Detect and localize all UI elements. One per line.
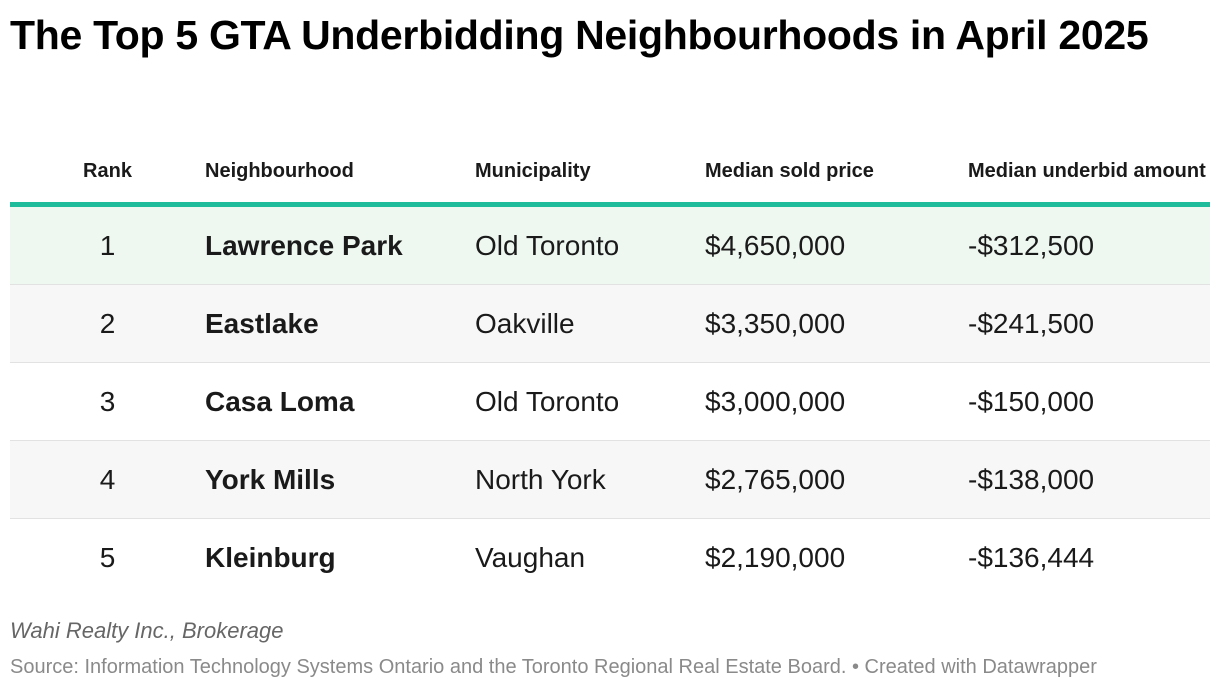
cell-median-underbid-amount: -$241,500 [968,284,1210,363]
column-header-median-underbid-amount[interactable]: Median underbid amount [968,110,1210,207]
cell-median-sold-price: $3,000,000 [705,362,968,441]
table-row: 2 Eastlake Oakville $3,350,000 -$241,500 [10,284,1210,363]
cell-median-sold-price: $3,350,000 [705,284,968,363]
cell-neighbourhood: Kleinburg [205,518,475,596]
cell-rank: 4 [10,440,205,519]
cell-rank: 2 [10,284,205,363]
table-row: 3 Casa Loma Old Toronto $3,000,000 -$150… [10,362,1210,441]
cell-median-sold-price: $2,190,000 [705,518,968,596]
cell-rank: 1 [10,204,205,285]
cell-municipality: Old Toronto [475,362,705,441]
cell-municipality: Vaughan [475,518,705,596]
cell-median-underbid-amount: -$312,500 [968,204,1210,285]
cell-median-sold-price: $4,650,000 [705,204,968,285]
column-header-municipality[interactable]: Municipality [475,110,705,207]
table-row: 4 York Mills North York $2,765,000 -$138… [10,440,1210,519]
footer-source: Source: Information Technology Systems O… [10,656,1097,678]
cell-rank: 5 [10,518,205,596]
cell-median-sold-price: $2,765,000 [705,440,968,519]
footer-brand: Wahi Realty Inc., Brokerage [10,618,284,643]
cell-neighbourhood: York Mills [205,440,475,519]
cell-median-underbid-amount: -$138,000 [968,440,1210,519]
cell-neighbourhood: Casa Loma [205,362,475,441]
cell-neighbourhood: Lawrence Park [205,204,475,285]
column-header-neighbourhood[interactable]: Neighbourhood [205,110,475,207]
cell-neighbourhood: Eastlake [205,284,475,363]
cell-median-underbid-amount: -$150,000 [968,362,1210,441]
data-table-container: Rank Neighbourhood Municipality Median s… [10,110,1210,596]
cell-median-underbid-amount: -$136,444 [968,518,1210,596]
column-header-rank[interactable]: Rank [10,110,205,207]
table-row: 1 Lawrence Park Old Toronto $4,650,000 -… [10,204,1210,285]
cell-municipality: Oakville [475,284,705,363]
chart-title: The Top 5 GTA Underbidding Neighbourhood… [10,12,1149,58]
cell-rank: 3 [10,362,205,441]
cell-municipality: Old Toronto [475,204,705,285]
table-row: 5 Kleinburg Vaughan $2,190,000 -$136,444 [10,518,1210,596]
table-header-row: Rank Neighbourhood Municipality Median s… [10,110,1210,207]
data-table: Rank Neighbourhood Municipality Median s… [10,110,1210,596]
column-header-median-sold-price[interactable]: Median sold price [705,110,968,207]
cell-municipality: North York [475,440,705,519]
